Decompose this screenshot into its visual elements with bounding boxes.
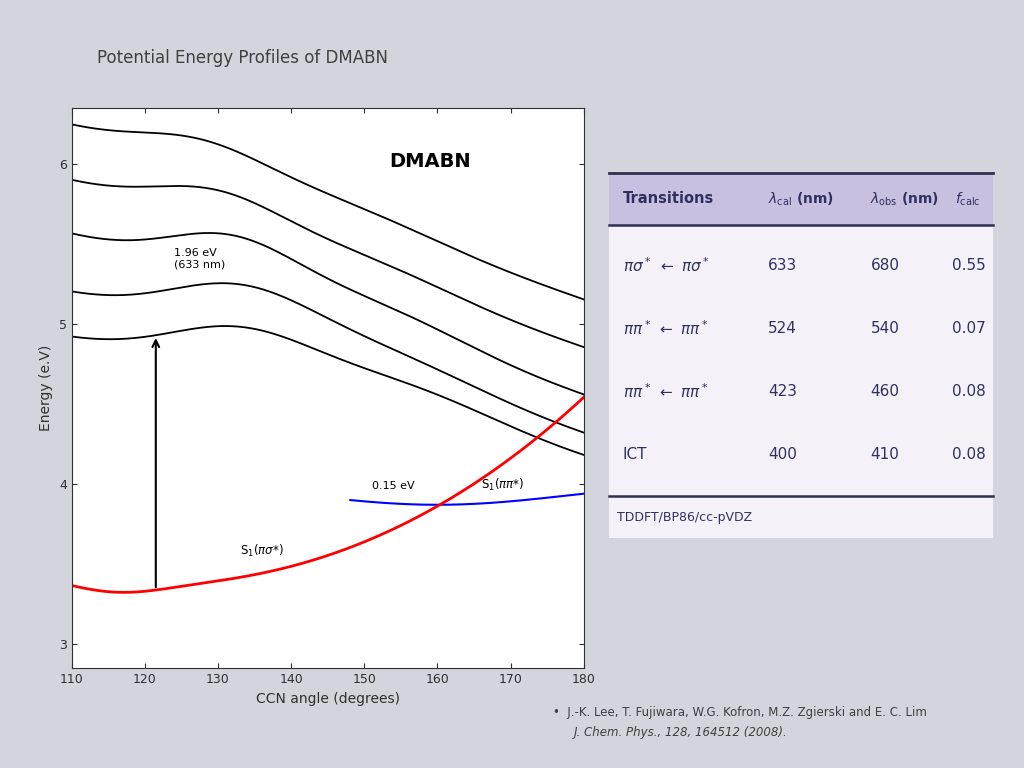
Text: •  J.-K. Lee, T. Fujiwara, W.G. Kofron, M.Z. Zgierski and E. C. Lim: • J.-K. Lee, T. Fujiwara, W.G. Kofron, M… <box>553 707 927 719</box>
Text: 1.96 eV
(633 nm): 1.96 eV (633 nm) <box>174 247 225 270</box>
X-axis label: CCN angle (degrees): CCN angle (degrees) <box>256 691 399 706</box>
Text: $\lambda_{\rm obs}$ (nm): $\lambda_{\rm obs}$ (nm) <box>870 190 939 207</box>
Text: Transitions: Transitions <box>623 191 714 207</box>
Text: 410: 410 <box>870 447 899 462</box>
Text: $\pi\pi^*\ \leftarrow\ \pi\pi^*$: $\pi\pi^*\ \leftarrow\ \pi\pi^*$ <box>623 319 709 338</box>
Text: 0.07: 0.07 <box>952 321 986 336</box>
Text: $f_{\rm calc}$: $f_{\rm calc}$ <box>955 190 981 207</box>
Text: 400: 400 <box>768 447 797 462</box>
Text: 633: 633 <box>768 258 798 273</box>
Text: DMABN: DMABN <box>389 152 471 170</box>
Text: S$_1$($\pi\pi$*): S$_1$($\pi\pi$*) <box>481 477 524 493</box>
Text: 0.55: 0.55 <box>952 258 986 273</box>
Text: ICT: ICT <box>623 447 647 462</box>
Text: $\lambda_{\rm cal}$ (nm): $\lambda_{\rm cal}$ (nm) <box>768 190 834 207</box>
Text: 0.08: 0.08 <box>952 447 986 462</box>
Text: Potential Energy Profiles of DMABN: Potential Energy Profiles of DMABN <box>97 48 388 67</box>
Text: 0.08: 0.08 <box>952 384 986 399</box>
Y-axis label: Energy (e.V): Energy (e.V) <box>39 345 53 431</box>
Text: $\pi\pi^*\ \leftarrow\ \pi\pi^*$: $\pi\pi^*\ \leftarrow\ \pi\pi^*$ <box>623 382 709 401</box>
Text: TDDFT/BP86/cc-pVDZ: TDDFT/BP86/cc-pVDZ <box>617 511 753 524</box>
Text: 0.15 eV: 0.15 eV <box>372 481 414 491</box>
Text: $\pi\sigma^*\ \leftarrow\ \pi\sigma^*$: $\pi\sigma^*\ \leftarrow\ \pi\sigma^*$ <box>623 257 710 275</box>
Text: J. Chem. Phys., 128, 164512 (2008).: J. Chem. Phys., 128, 164512 (2008). <box>573 727 787 739</box>
Text: 423: 423 <box>768 384 797 399</box>
Text: 460: 460 <box>870 384 899 399</box>
Text: 540: 540 <box>870 321 899 336</box>
Text: 524: 524 <box>768 321 797 336</box>
Text: 680: 680 <box>870 258 899 273</box>
Text: S$_1$($\pi\sigma$*): S$_1$($\pi\sigma$*) <box>240 542 284 558</box>
